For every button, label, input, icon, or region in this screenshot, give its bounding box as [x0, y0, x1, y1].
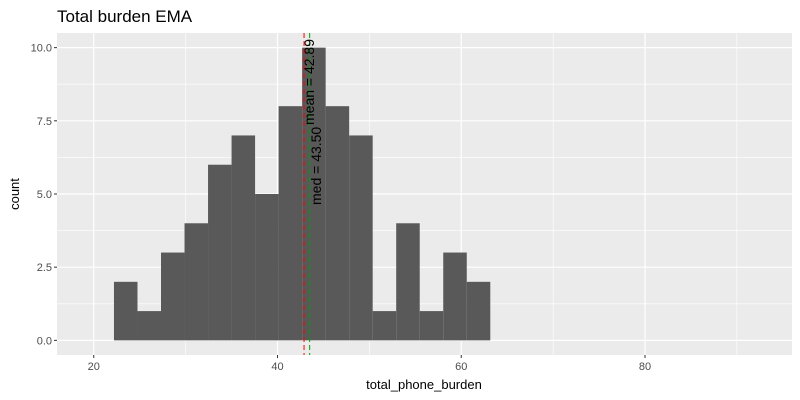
histogram-bar [419, 311, 444, 341]
y-axis-ticks: 0.0 2.5 5.0 7.5 10.0 [31, 43, 57, 347]
y-tick-label: 2.5 [37, 262, 52, 274]
histogram-bar [372, 311, 397, 341]
x-tick-label: 80 [639, 361, 651, 373]
x-tick-label: 20 [88, 361, 100, 373]
y-tick-label: 7.5 [37, 116, 52, 128]
histogram-bar [396, 223, 420, 341]
reference-lines [303, 33, 311, 355]
histogram-bar [184, 223, 209, 341]
y-axis-title: count [7, 178, 22, 210]
y-tick-label: 5.0 [37, 189, 52, 201]
x-tick-label: 60 [455, 361, 467, 373]
histogram-bar [113, 281, 138, 341]
histogram-bar [161, 252, 185, 341]
histogram-bar [349, 135, 373, 341]
histogram-bar [278, 106, 303, 341]
x-axis-title: total_phone_burden [366, 377, 482, 392]
histogram-bar [231, 135, 256, 341]
reference-annotations: mean = 42.89 med = 43.50 [301, 39, 324, 205]
chart-title: Total burden EMA [57, 7, 193, 26]
y-tick-label: 10.0 [31, 43, 52, 55]
histogram-bar [302, 47, 326, 341]
histogram-bar [137, 311, 162, 341]
histogram-bars [113, 47, 491, 341]
mean-label: mean = 42.89 [301, 39, 317, 125]
y-tick-label: 0.0 [37, 335, 52, 347]
histogram-bar [325, 106, 350, 341]
x-tick-label: 40 [271, 361, 283, 373]
histogram-bar [255, 194, 279, 341]
histogram-bar [208, 164, 232, 341]
x-axis-ticks: 20 40 60 80 [88, 355, 651, 373]
median-label: med = 43.50 [308, 127, 324, 205]
histogram-bar [466, 281, 491, 341]
histogram-bar [443, 252, 467, 341]
